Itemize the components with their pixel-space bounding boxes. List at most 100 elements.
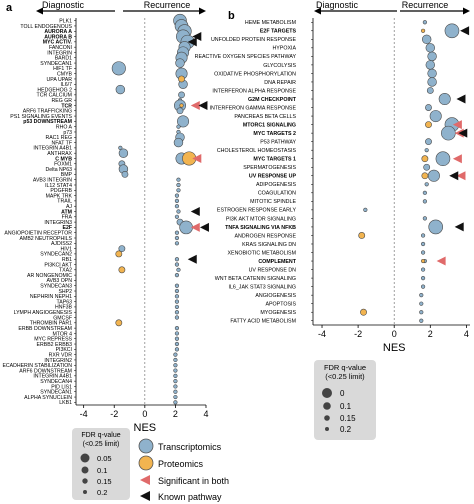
panel-b-transcriptomics-point — [363, 207, 368, 212]
panel-a-transcriptomics-point — [115, 84, 126, 95]
legend-a-title-1: FDR q-value — [81, 432, 120, 439]
panel-a-transcriptomics-point — [174, 193, 180, 198]
panel-a-known-pathway-marker — [192, 32, 202, 42]
panel-a-category-label: PLK1 — [59, 18, 72, 24]
panel-a-transcriptomics-point — [174, 273, 180, 278]
legend-b-title-1: FDR q-value — [324, 363, 366, 372]
panel-b-category-label: P53 PATHWAY — [260, 140, 296, 146]
panel-b-category-label: SPERMATOGENESIS — [243, 165, 296, 171]
panel-a-known-pathway-marker — [199, 222, 209, 232]
panel-a-category-label: RB1 — [62, 257, 72, 263]
panel-a-transcriptomics-point — [118, 245, 126, 253]
panel-b-category-label: ANGIOGENESIS — [255, 293, 296, 299]
panel-b-transcriptomics-point — [420, 275, 426, 281]
panel-b-transcriptomics-point — [425, 60, 435, 70]
panel-a-category-label: MYC REPRESS — [34, 337, 72, 343]
panel-a-transcriptomics-point — [176, 124, 181, 129]
legend-a-size-dot-2 — [81, 466, 89, 474]
panel-b-category-label: MTORC1 SIGNALING — [243, 122, 296, 128]
legend-b-size-label-4: 0.2 — [340, 425, 352, 434]
panel-a-transcriptomics-point — [174, 241, 180, 246]
panel-b-transcriptomics-point — [419, 310, 424, 315]
panel-b-recurrence-arrowhead — [463, 7, 470, 15]
panel-a-transcriptomics-point — [174, 262, 180, 267]
panel-b-transcriptomics-point — [425, 138, 432, 146]
legend-a-size-label-3: 0.15 — [97, 477, 112, 486]
panel-a-transcriptomics-point — [173, 389, 178, 394]
panel-a-transcriptomics-point — [174, 214, 180, 219]
panel-a-significant-marker — [190, 222, 200, 232]
panel-a-transcriptomics-point — [173, 363, 178, 368]
panel-a-transcriptomics-point — [176, 267, 181, 272]
panel-b-category-label: ANDROGEN RESPONSE — [234, 233, 296, 239]
panel-b-recurrence-header: Recurrence — [402, 0, 449, 10]
panel-a-transcriptomics-point — [174, 304, 180, 310]
panel-b-category-label: IL6_JAK STAT3 SIGNALING — [228, 284, 296, 290]
panel-a-transcriptomics-point — [176, 107, 184, 115]
panel-a-transcriptomics-point — [174, 331, 180, 336]
panel-b-transcriptomics-point — [424, 148, 429, 153]
panel-b-category-label: FATTY ACID METABOLISM — [230, 319, 296, 325]
panel-b-transcriptomics-point — [420, 233, 426, 238]
panel-a-category-label: C MYB — [55, 156, 72, 162]
panel-a-recurrence-header: Recurrence — [144, 0, 191, 10]
panel-a-category-label: LYMPH ANGIOGENESIS — [14, 310, 73, 316]
panel-a-category-label: NFAT TF — [52, 140, 72, 146]
panel-a-category-label: MAPK TRK — [46, 193, 73, 199]
panel-b-transcriptomics-point — [425, 104, 432, 111]
legend-b-size-dot-4 — [325, 427, 329, 431]
panel-a-transcriptomics-point — [173, 400, 178, 405]
panel-a-category-label: GMCSF — [53, 315, 72, 321]
panel-a-category-label: RHO A — [56, 124, 73, 130]
panel-a-xtick-label: 0 — [142, 409, 147, 419]
panel-b-transcriptomics-point — [420, 241, 426, 247]
panel-b-significant-marker — [436, 256, 446, 266]
panel-b-transcriptomics-point — [435, 151, 451, 167]
panel-b-category-label: MYOGENESIS — [260, 310, 296, 316]
panel-a-category-label: RXR VDR — [49, 352, 73, 358]
panel-b-transcriptomics-point — [425, 43, 435, 53]
panel-b-category-label: TNFA SIGNALING VIA NFKB — [225, 225, 296, 231]
panel-a-category-label: NEPHRIN NEPH1 — [30, 294, 72, 300]
panel-a-category-label: TXA2 — [59, 268, 72, 274]
panel-a-category-label: FRA — [62, 215, 73, 221]
panel-b-category-label: CHOLESTEROL HOMEOSTASIS — [217, 148, 297, 154]
panel-b-category-label: E2F TARGETS — [260, 29, 297, 35]
legend-significant-label: Significant in both — [158, 476, 229, 486]
panel-a-known-pathway-marker — [187, 37, 197, 47]
panel-b-category-label: PANCREAS BETA CELLS — [234, 114, 296, 120]
panel-a-category-label: UPA UPAR — [47, 77, 73, 83]
panel-a-transcriptomics-point — [174, 299, 180, 304]
legend-b-size-dot-2 — [323, 402, 331, 410]
panel-a-transcriptomics-point — [173, 368, 178, 373]
panel-b-label: b — [228, 10, 235, 22]
panel-a-transcriptomics-point — [174, 230, 180, 235]
panel-a-significant-marker — [190, 100, 200, 110]
panel-a-transcriptomics-point — [176, 182, 181, 188]
panel-a-category-label: ARF6 TRAFFICKING — [23, 109, 72, 115]
legend-b-size-dot-1 — [322, 388, 332, 398]
legend-a-size-dot-1 — [80, 453, 90, 463]
panel-a-xtick-label: -4 — [80, 409, 88, 419]
panel-b-xtick-label: 0 — [392, 329, 397, 339]
panel-b-category-label: OXIDATIVE PHOSPHORYLATION — [214, 71, 296, 77]
panel-a-category-label: TOLL ENDOGENOUS — [20, 24, 72, 30]
legend-b-size-label-1: 0 — [340, 389, 345, 398]
panel-b-transcriptomics-point — [444, 23, 460, 39]
panel-a-category-label: LKB1 — [59, 400, 72, 406]
legend-a-size-dot-3 — [82, 478, 88, 484]
panel-b-category-label: MITOTIC SPINDLE — [250, 199, 296, 205]
panel-a-category-label: ARF6 DOWNSTREAM — [19, 368, 72, 374]
panel-b-significant-marker — [452, 120, 462, 130]
panel-a-label: a — [6, 2, 13, 14]
panel-b-transcriptomics-point — [428, 219, 444, 235]
panel-a-category-label: IL12 STAT4 — [45, 183, 72, 189]
panel-b-transcriptomics-point — [422, 199, 427, 204]
legend-a-size-label-1: 0.05 — [97, 454, 112, 463]
panel-a-category-label: AURORA A — [44, 29, 72, 35]
panel-a-proteomics-point — [178, 75, 185, 83]
panel-a-category-label: HIV1 — [60, 246, 72, 252]
panel-a-xtick-label: 2 — [173, 409, 178, 419]
legend-a-size-dot-4 — [83, 490, 87, 494]
panel-a-transcriptomics-point — [174, 283, 180, 288]
